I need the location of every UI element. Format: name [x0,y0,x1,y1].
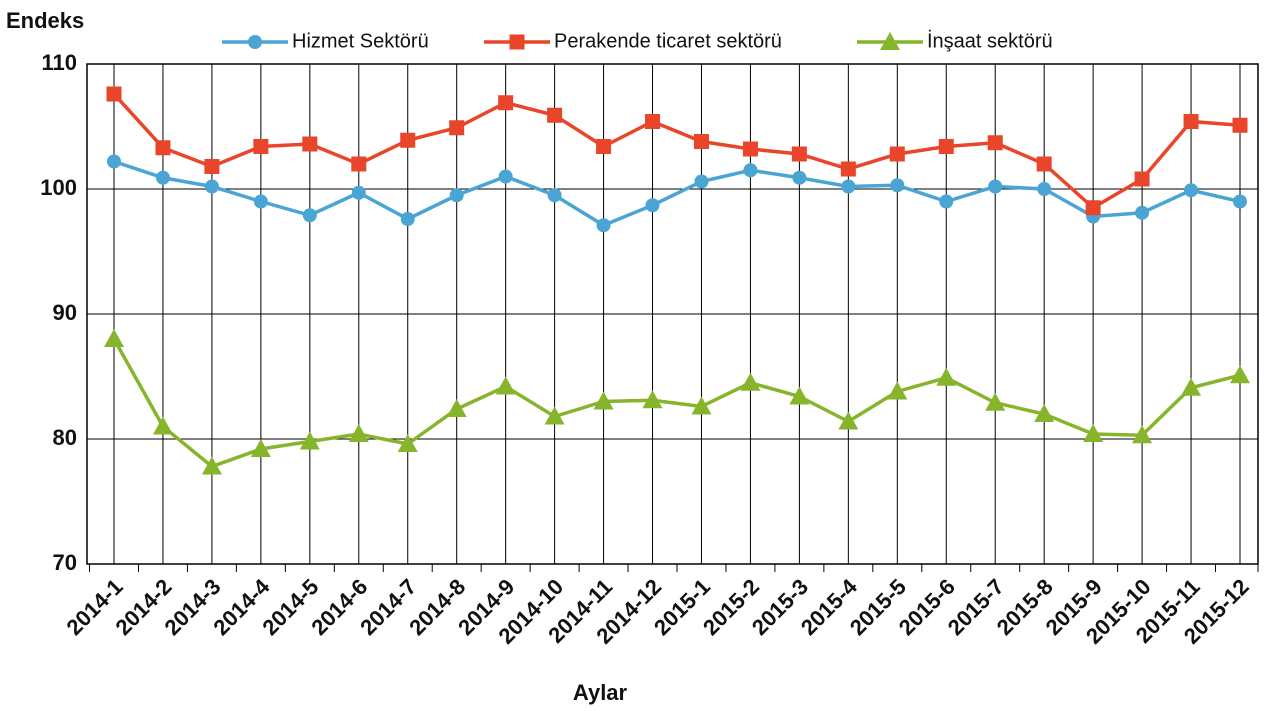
point [1233,194,1247,209]
point [987,135,1003,151]
point [988,179,1003,194]
y-tick-label: 90 [53,300,77,325]
point [593,391,614,410]
point [693,134,709,149]
point [248,35,262,49]
point [596,139,612,154]
point [1232,117,1248,133]
point [495,376,516,395]
series-line [112,338,1241,469]
point [498,169,513,184]
point [449,188,464,203]
point [1132,425,1153,444]
point [838,411,859,430]
point [547,188,562,203]
point [400,132,416,148]
point [299,431,320,450]
point [302,208,317,223]
point [645,198,660,213]
y-tick-label: 110 [42,50,78,75]
point [1230,365,1250,384]
y-tick-label: 100 [40,175,77,200]
point [106,86,122,102]
point [694,174,709,189]
point [792,170,807,185]
point [155,140,171,156]
point [1134,171,1150,187]
point [250,439,271,457]
point [791,146,807,162]
point [253,194,268,209]
point [985,392,1006,411]
point [152,416,173,435]
point [351,185,366,200]
point [204,179,219,194]
point [742,141,758,157]
point [1034,404,1055,422]
point [104,329,124,347]
point [1181,377,1202,396]
point [1135,205,1150,220]
point [498,95,514,111]
point [1036,156,1052,172]
point [645,114,661,129]
point [743,163,758,178]
point [890,178,905,193]
point [1083,424,1104,442]
point [348,424,369,442]
point [509,34,525,50]
point [789,386,810,405]
point [642,390,663,409]
point [840,161,856,177]
point [253,139,269,154]
point [155,170,170,185]
x-axis-label: Aylar [573,680,628,705]
point [400,212,415,226]
series-line [112,92,1241,210]
point [1037,182,1052,196]
legend-label: Perakende ticaret sektörü [554,30,782,52]
legend-label: İnşaat sektörü [927,29,1053,52]
point [201,456,222,475]
point [887,381,908,400]
plot-frame [86,63,1259,565]
point [880,32,900,50]
y-tick-label: 80 [53,425,77,450]
point [596,218,611,233]
legend-label: Hizmet Sektörü [292,30,429,52]
point [936,367,957,386]
point [547,107,563,123]
point [938,139,954,154]
point [544,406,565,425]
point [107,154,121,169]
point [446,399,467,417]
point [1184,183,1199,198]
point [740,372,761,391]
point [889,146,905,162]
point [1183,114,1199,129]
y-tick-label: 70 [53,550,77,575]
y-axis-label: Endeks [6,8,84,33]
point [841,179,856,194]
point [449,120,465,136]
series-line [113,159,1241,228]
point [204,159,220,174]
point [691,396,712,415]
point [397,434,418,452]
point [1085,200,1101,216]
point [939,194,954,209]
point [351,156,367,172]
point [302,136,318,152]
